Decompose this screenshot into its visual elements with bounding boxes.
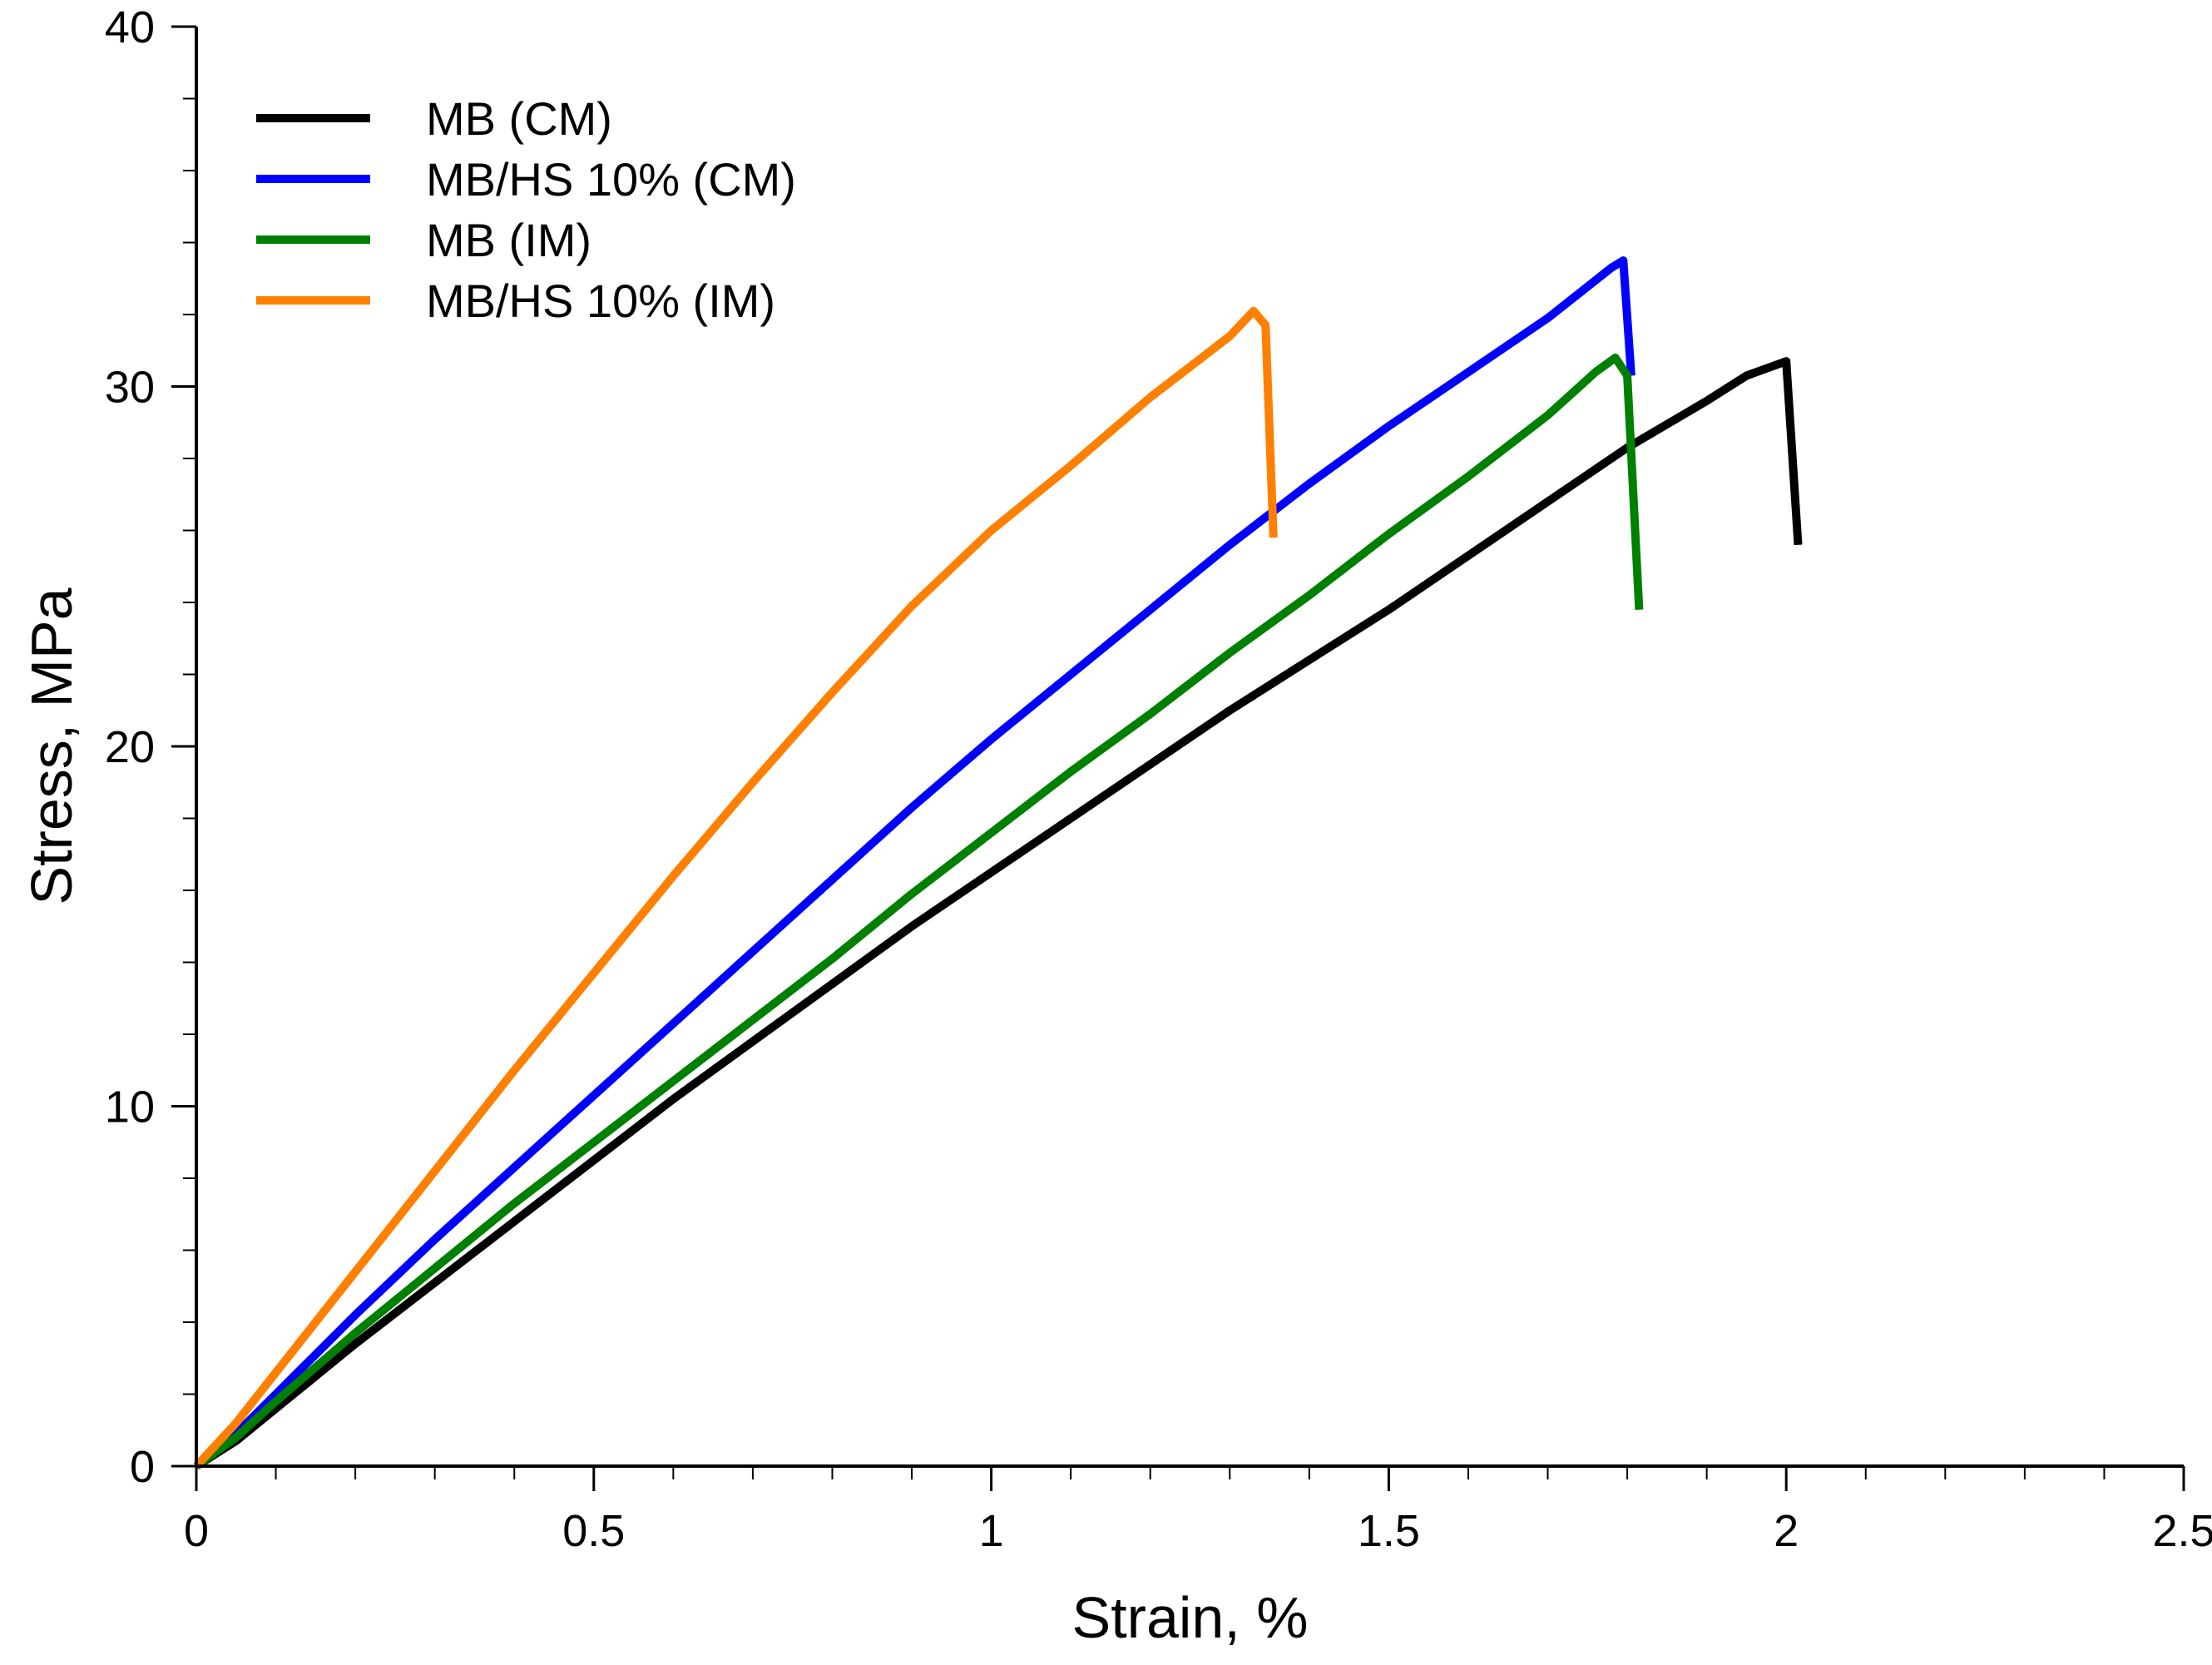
x-tick-label: 2.5 bbox=[2152, 1506, 2212, 1556]
x-tick-label: 1.5 bbox=[1358, 1506, 1420, 1556]
x-tick-label: 0.5 bbox=[562, 1506, 625, 1556]
series-layer bbox=[193, 256, 1803, 1470]
legend-label: MB (IM) bbox=[426, 214, 591, 266]
y-tick-label: 30 bbox=[105, 363, 155, 413]
legend-label: MB (CM) bbox=[426, 92, 612, 145]
major-ticks bbox=[171, 25, 2185, 1491]
legend-label: MB/HS 10% (CM) bbox=[426, 153, 796, 206]
y-tick-label: 0 bbox=[130, 1442, 155, 1492]
x-tick-label: 0 bbox=[184, 1506, 209, 1556]
series-line-3 bbox=[194, 353, 1644, 1470]
legend-label: MB/HS 10% (IM) bbox=[426, 275, 775, 327]
x-tick-label: 1 bbox=[979, 1506, 1004, 1556]
x-tick-label: 2 bbox=[1774, 1506, 1799, 1556]
y-tick-label: 10 bbox=[105, 1083, 155, 1132]
y-tick-label: 20 bbox=[105, 722, 155, 772]
series-line-2 bbox=[193, 256, 1635, 1469]
series-line-4 bbox=[193, 306, 1278, 1469]
legend: MB (CM) MB/HS 10% (CM) MB (IM) MB/HS 10% (I… bbox=[256, 92, 796, 327]
y-axis-title: Stress, MPa bbox=[19, 587, 84, 904]
y-tick-label: 40 bbox=[105, 2, 155, 52]
series-line-1 bbox=[194, 357, 1803, 1470]
x-axis-title: Strain, % bbox=[1072, 1585, 1309, 1650]
x-tick-labels: 0 0.5 1 1.5 2 2.5 bbox=[184, 1506, 2212, 1556]
y-tick-labels: 0 10 20 30 40 bbox=[105, 2, 155, 1492]
